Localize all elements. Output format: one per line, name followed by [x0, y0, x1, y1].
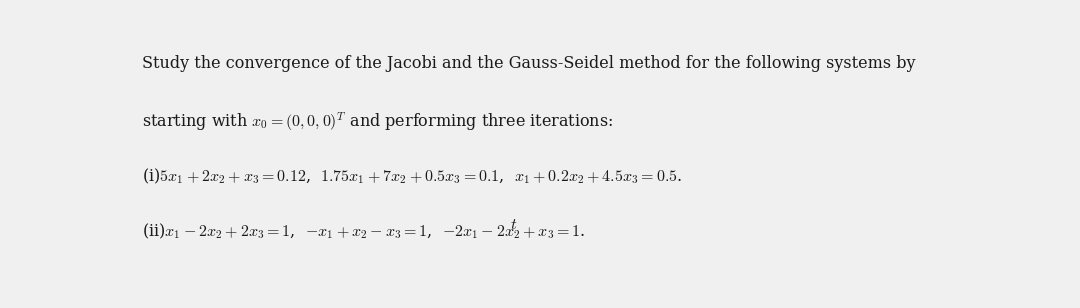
Text: (ii)$x_1 - 2x_2 + 2x_3 = 1$,  $-x_1 + x_2 - x_3 = 1$,  $-2x_1 - 2x_2 + x_3 = 1$.: (ii)$x_1 - 2x_2 + 2x_3 = 1$, $-x_1 + x_2… [141, 222, 585, 241]
Text: (i)$5x_1 + 2x_2 + x_3 = 0.12$,  $1.75x_1 + 7x_2 + 0.5x_3 = 0.1$,  $x_1 + 0.2x_2 : (i)$5x_1 + 2x_2 + x_3 = 0.12$, $1.75x_1 … [141, 166, 681, 186]
Text: starting with $x_0 = (0,0,0)^T$ and performing three iterations:: starting with $x_0 = (0,0,0)^T$ and perf… [141, 111, 613, 133]
Text: $t$: $t$ [511, 216, 517, 233]
Text: Study the convergence of the Jacobi and the Gauss-Seidel method for the followin: Study the convergence of the Jacobi and … [141, 55, 916, 72]
